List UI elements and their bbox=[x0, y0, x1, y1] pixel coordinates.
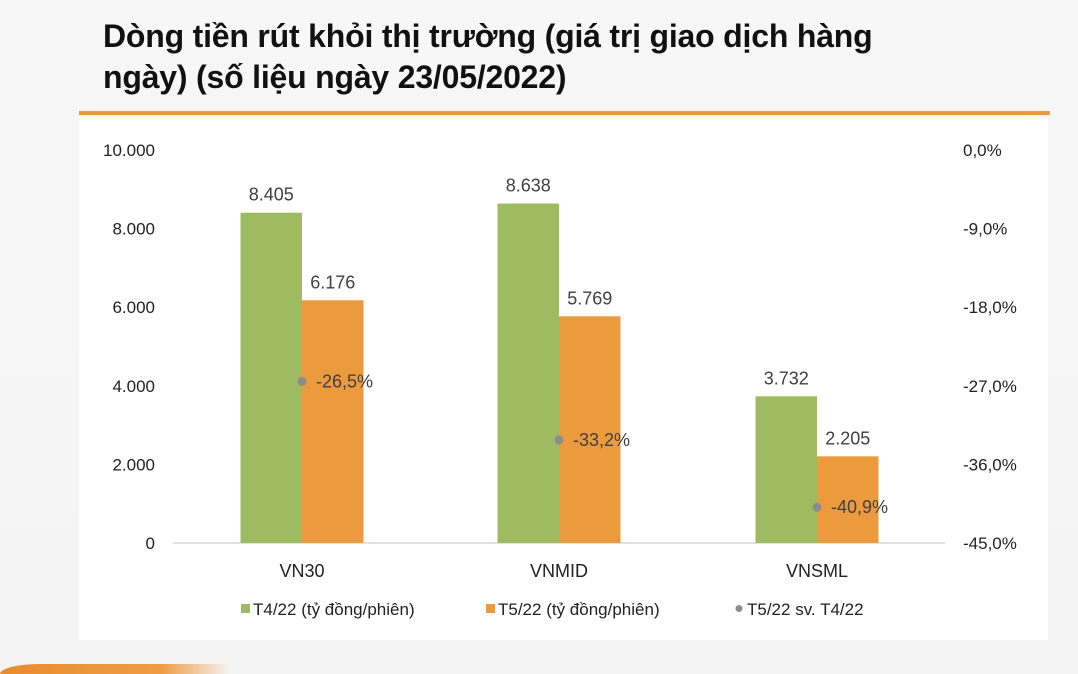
bar-t4-vn30 bbox=[240, 212, 302, 543]
bar-value-label: 2.205 bbox=[825, 428, 870, 448]
bar-t5-vnsml bbox=[817, 456, 879, 543]
right-axis-tick-label: -27,0% bbox=[963, 377, 1017, 396]
right-axis-ticks: 0,0% -9,0% -18,0% -27,0% -36,0% -45,0% bbox=[963, 141, 1017, 553]
bar-t4-vnmid bbox=[497, 203, 559, 543]
legend-marker-icon bbox=[735, 605, 743, 612]
bar-value-label: 8.405 bbox=[249, 185, 294, 205]
category-label: VNSML bbox=[786, 561, 848, 581]
legend-swatch-icon bbox=[486, 604, 495, 613]
bar-value-label: 6.176 bbox=[310, 272, 355, 292]
legend-label: T5/22 (tỷ đồng/phiên) bbox=[498, 600, 660, 619]
legend-item: T5/22 (tỷ đồng/phiên) bbox=[486, 600, 660, 619]
left-axis-tick-label: 6.000 bbox=[112, 298, 155, 317]
bar-t4-vnsml bbox=[755, 396, 817, 543]
change-marker-vnmid bbox=[554, 435, 564, 445]
category-label: VN30 bbox=[279, 561, 324, 581]
change-marker-vnsml bbox=[812, 502, 822, 512]
legend-swatch-icon bbox=[241, 604, 250, 613]
left-axis-tick-label: 4.000 bbox=[112, 377, 155, 396]
right-axis-tick-label: -18,0% bbox=[963, 298, 1017, 317]
right-axis-tick-label: -36,0% bbox=[963, 455, 1017, 474]
legend-item: T4/22 (tỷ đồng/phiên) bbox=[241, 600, 415, 619]
legend: T4/22 (tỷ đồng/phiên) T5/22 (tỷ đồng/phiê… bbox=[241, 600, 864, 619]
bar-value-label: 8.638 bbox=[506, 176, 551, 196]
category-label: VNMID bbox=[530, 561, 588, 581]
legend-item: T5/22 sv. T4/22 bbox=[735, 600, 864, 619]
right-axis-tick-label: 0,0% bbox=[963, 141, 1002, 160]
change-marker-vn30 bbox=[297, 376, 307, 386]
bar-value-label: 3.732 bbox=[764, 368, 809, 388]
change-value-label: -26,5% bbox=[316, 371, 373, 391]
chart-title: Dòng tiền rút khỏi thị trường (giá trị g… bbox=[103, 16, 1003, 98]
left-axis-tick-label: 10.000 bbox=[103, 141, 155, 160]
left-axis-ticks: 0 2.000 4.000 6.000 8.000 10.000 bbox=[103, 141, 155, 553]
bar-series: 8.405 6.176 8.638 5.769 3.732 2.205 bbox=[240, 176, 879, 543]
change-value-label: -40,9% bbox=[831, 497, 888, 517]
left-axis-tick-label: 0 bbox=[146, 534, 155, 553]
chart-title-line-1: Dòng tiền rút khỏi thị trường (giá trị g… bbox=[103, 18, 873, 54]
bar-t5-vnmid bbox=[559, 316, 621, 543]
right-axis-tick-label: -9,0% bbox=[963, 220, 1007, 239]
decorative-swoosh bbox=[0, 664, 230, 674]
chart-title-line-2: ngày) (số liệu ngày 23/05/2022) bbox=[103, 59, 567, 95]
right-axis-tick-label: -45,0% bbox=[963, 534, 1017, 553]
change-value-label: -33,2% bbox=[573, 430, 630, 450]
legend-label: T4/22 (tỷ đồng/phiên) bbox=[253, 600, 415, 619]
combo-chart: 0 2.000 4.000 6.000 8.000 10.000 0,0% -9,0% -18… bbox=[103, 141, 1017, 619]
marker-series: -26,5% -33,2% -40,9% bbox=[297, 371, 888, 517]
legend-label: T5/22 sv. T4/22 bbox=[747, 600, 864, 619]
left-axis-tick-label: 8.000 bbox=[112, 220, 155, 239]
title-underline-rule bbox=[79, 111, 1050, 115]
chart-panel: 0 2.000 4.000 6.000 8.000 10.000 0,0% -9,0% -18… bbox=[79, 118, 1048, 640]
bar-t5-vn30 bbox=[302, 300, 364, 543]
bar-value-label: 5.769 bbox=[567, 288, 612, 308]
category-labels: VN30 VNMID VNSML bbox=[279, 561, 848, 581]
left-axis-tick-label: 2.000 bbox=[112, 455, 155, 474]
